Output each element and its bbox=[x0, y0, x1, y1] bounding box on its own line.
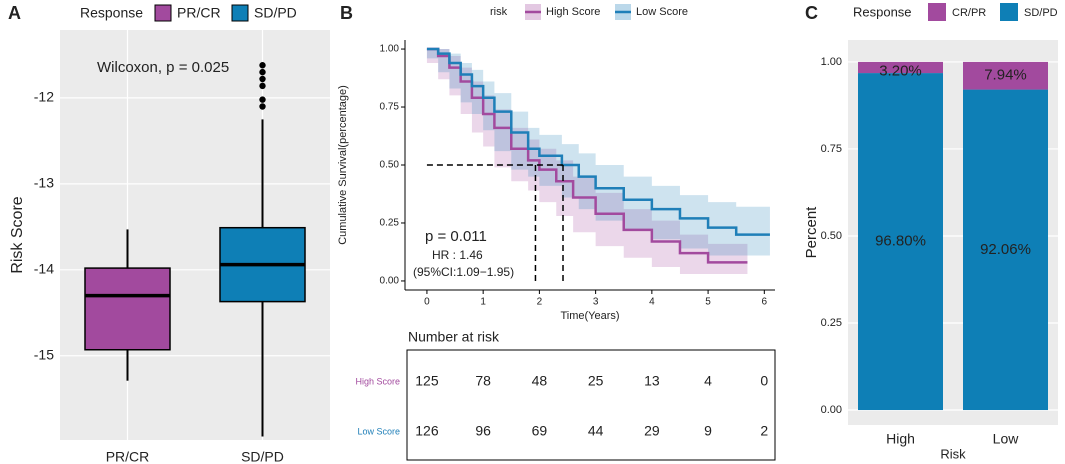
risk-count: 69 bbox=[532, 423, 548, 439]
legend-label: Low Score bbox=[636, 6, 688, 18]
y-tick-label: 0.50 bbox=[821, 230, 842, 242]
y-tick-label: 0.25 bbox=[380, 218, 400, 229]
x-axis-label: Time(Years) bbox=[560, 310, 619, 322]
panel-letter: B bbox=[340, 3, 353, 23]
y-tick-label: -13 bbox=[34, 175, 54, 191]
risk-table-frame bbox=[406, 349, 776, 461]
legend-label: PR/CR bbox=[177, 5, 221, 21]
legend-label: CR/PR bbox=[952, 7, 986, 19]
outlier bbox=[259, 75, 266, 83]
legend-swatch bbox=[231, 4, 249, 22]
x-tick-label: PR/CR bbox=[106, 449, 150, 464]
x-tick-label: SD/PD bbox=[241, 449, 284, 464]
x-tick-label: 1 bbox=[480, 297, 486, 308]
outlier bbox=[259, 103, 266, 110]
legend-label: SD/PD bbox=[254, 5, 297, 21]
bar-value-label: 96.80% bbox=[875, 233, 926, 250]
x-tick-label: High bbox=[886, 431, 915, 447]
y-tick-label: 0.00 bbox=[380, 276, 400, 287]
bar-segment bbox=[858, 73, 943, 411]
annotation: p = 0.011 bbox=[425, 228, 487, 245]
risk-count: 2 bbox=[760, 423, 768, 439]
legend-swatch bbox=[1000, 3, 1018, 21]
risk-count: 0 bbox=[760, 373, 768, 389]
box bbox=[84, 267, 171, 351]
legend-swatch bbox=[928, 3, 946, 21]
y-tick-label: -12 bbox=[34, 89, 54, 105]
y-axis-label: Percent bbox=[803, 206, 820, 259]
y-tick-label: 0.25 bbox=[821, 317, 842, 329]
risk-table-title: Number at risk bbox=[408, 329, 500, 345]
x-tick-label: 3 bbox=[593, 297, 599, 308]
outlier bbox=[259, 96, 266, 103]
outlier bbox=[259, 62, 266, 69]
legend-label: SD/PD bbox=[1024, 7, 1058, 19]
legend-label: High Score bbox=[546, 6, 600, 18]
bar-value-label: 3.20% bbox=[879, 62, 922, 79]
outlier bbox=[259, 82, 266, 90]
risk-count: 4 bbox=[704, 373, 712, 389]
outlier bbox=[259, 68, 266, 76]
annotation: Wilcoxon, p = 0.025 bbox=[97, 59, 229, 76]
risk-count: 126 bbox=[415, 423, 439, 439]
bar-value-label: 92.06% bbox=[980, 241, 1031, 258]
x-axis-label: Risk bbox=[940, 446, 966, 461]
ci-band bbox=[426, 49, 748, 274]
risk-row-label: High Score bbox=[355, 376, 400, 386]
bar-segment bbox=[858, 61, 943, 74]
legend-swatch bbox=[154, 4, 172, 22]
legend-title: Response bbox=[80, 5, 143, 21]
x-tick-label: 4 bbox=[649, 297, 655, 308]
bar-value-label: 7.94% bbox=[984, 67, 1027, 84]
risk-count: 125 bbox=[415, 373, 439, 389]
risk-count: 48 bbox=[532, 373, 548, 389]
bar-segment bbox=[963, 61, 1048, 90]
y-axis-label: Cumulative Survival(percentage) bbox=[337, 85, 349, 245]
panel-letter: C bbox=[805, 3, 818, 23]
risk-count: 9 bbox=[704, 423, 712, 439]
y-tick-label: 0.75 bbox=[821, 143, 842, 155]
risk-count: 44 bbox=[588, 423, 604, 439]
annotation: (95%CI:1.09−1.95) bbox=[413, 265, 514, 279]
x-tick-label: 5 bbox=[705, 297, 711, 308]
x-tick-label: Low bbox=[993, 431, 1020, 447]
annotation: HR : 1.46 bbox=[432, 248, 483, 262]
x-tick-label: 0 bbox=[424, 297, 430, 308]
risk-row-label: Low Score bbox=[357, 426, 400, 436]
y-tick-label: -15 bbox=[34, 346, 54, 362]
y-tick-label: 0.50 bbox=[380, 160, 400, 171]
legend-title: Response bbox=[853, 4, 912, 19]
survival-curve bbox=[426, 47, 770, 236]
risk-count: 96 bbox=[475, 423, 491, 439]
bar-segment bbox=[963, 89, 1048, 411]
x-tick-label: 2 bbox=[537, 297, 543, 308]
y-tick-label: 1.00 bbox=[380, 44, 400, 55]
panel-letter: A bbox=[8, 3, 21, 23]
y-tick-label: 0.00 bbox=[821, 404, 842, 416]
legend-title: risk bbox=[490, 6, 508, 18]
y-tick-label: 1.00 bbox=[821, 56, 842, 68]
risk-count: 13 bbox=[644, 373, 660, 389]
risk-count: 78 bbox=[475, 373, 491, 389]
ci-band bbox=[426, 49, 770, 256]
y-axis-label: Risk Score bbox=[9, 196, 26, 273]
x-tick-label: 6 bbox=[762, 297, 768, 308]
risk-count: 25 bbox=[588, 373, 604, 389]
y-tick-label: 0.75 bbox=[380, 102, 400, 113]
risk-count: 29 bbox=[644, 423, 660, 439]
y-tick-label: -14 bbox=[34, 261, 54, 277]
